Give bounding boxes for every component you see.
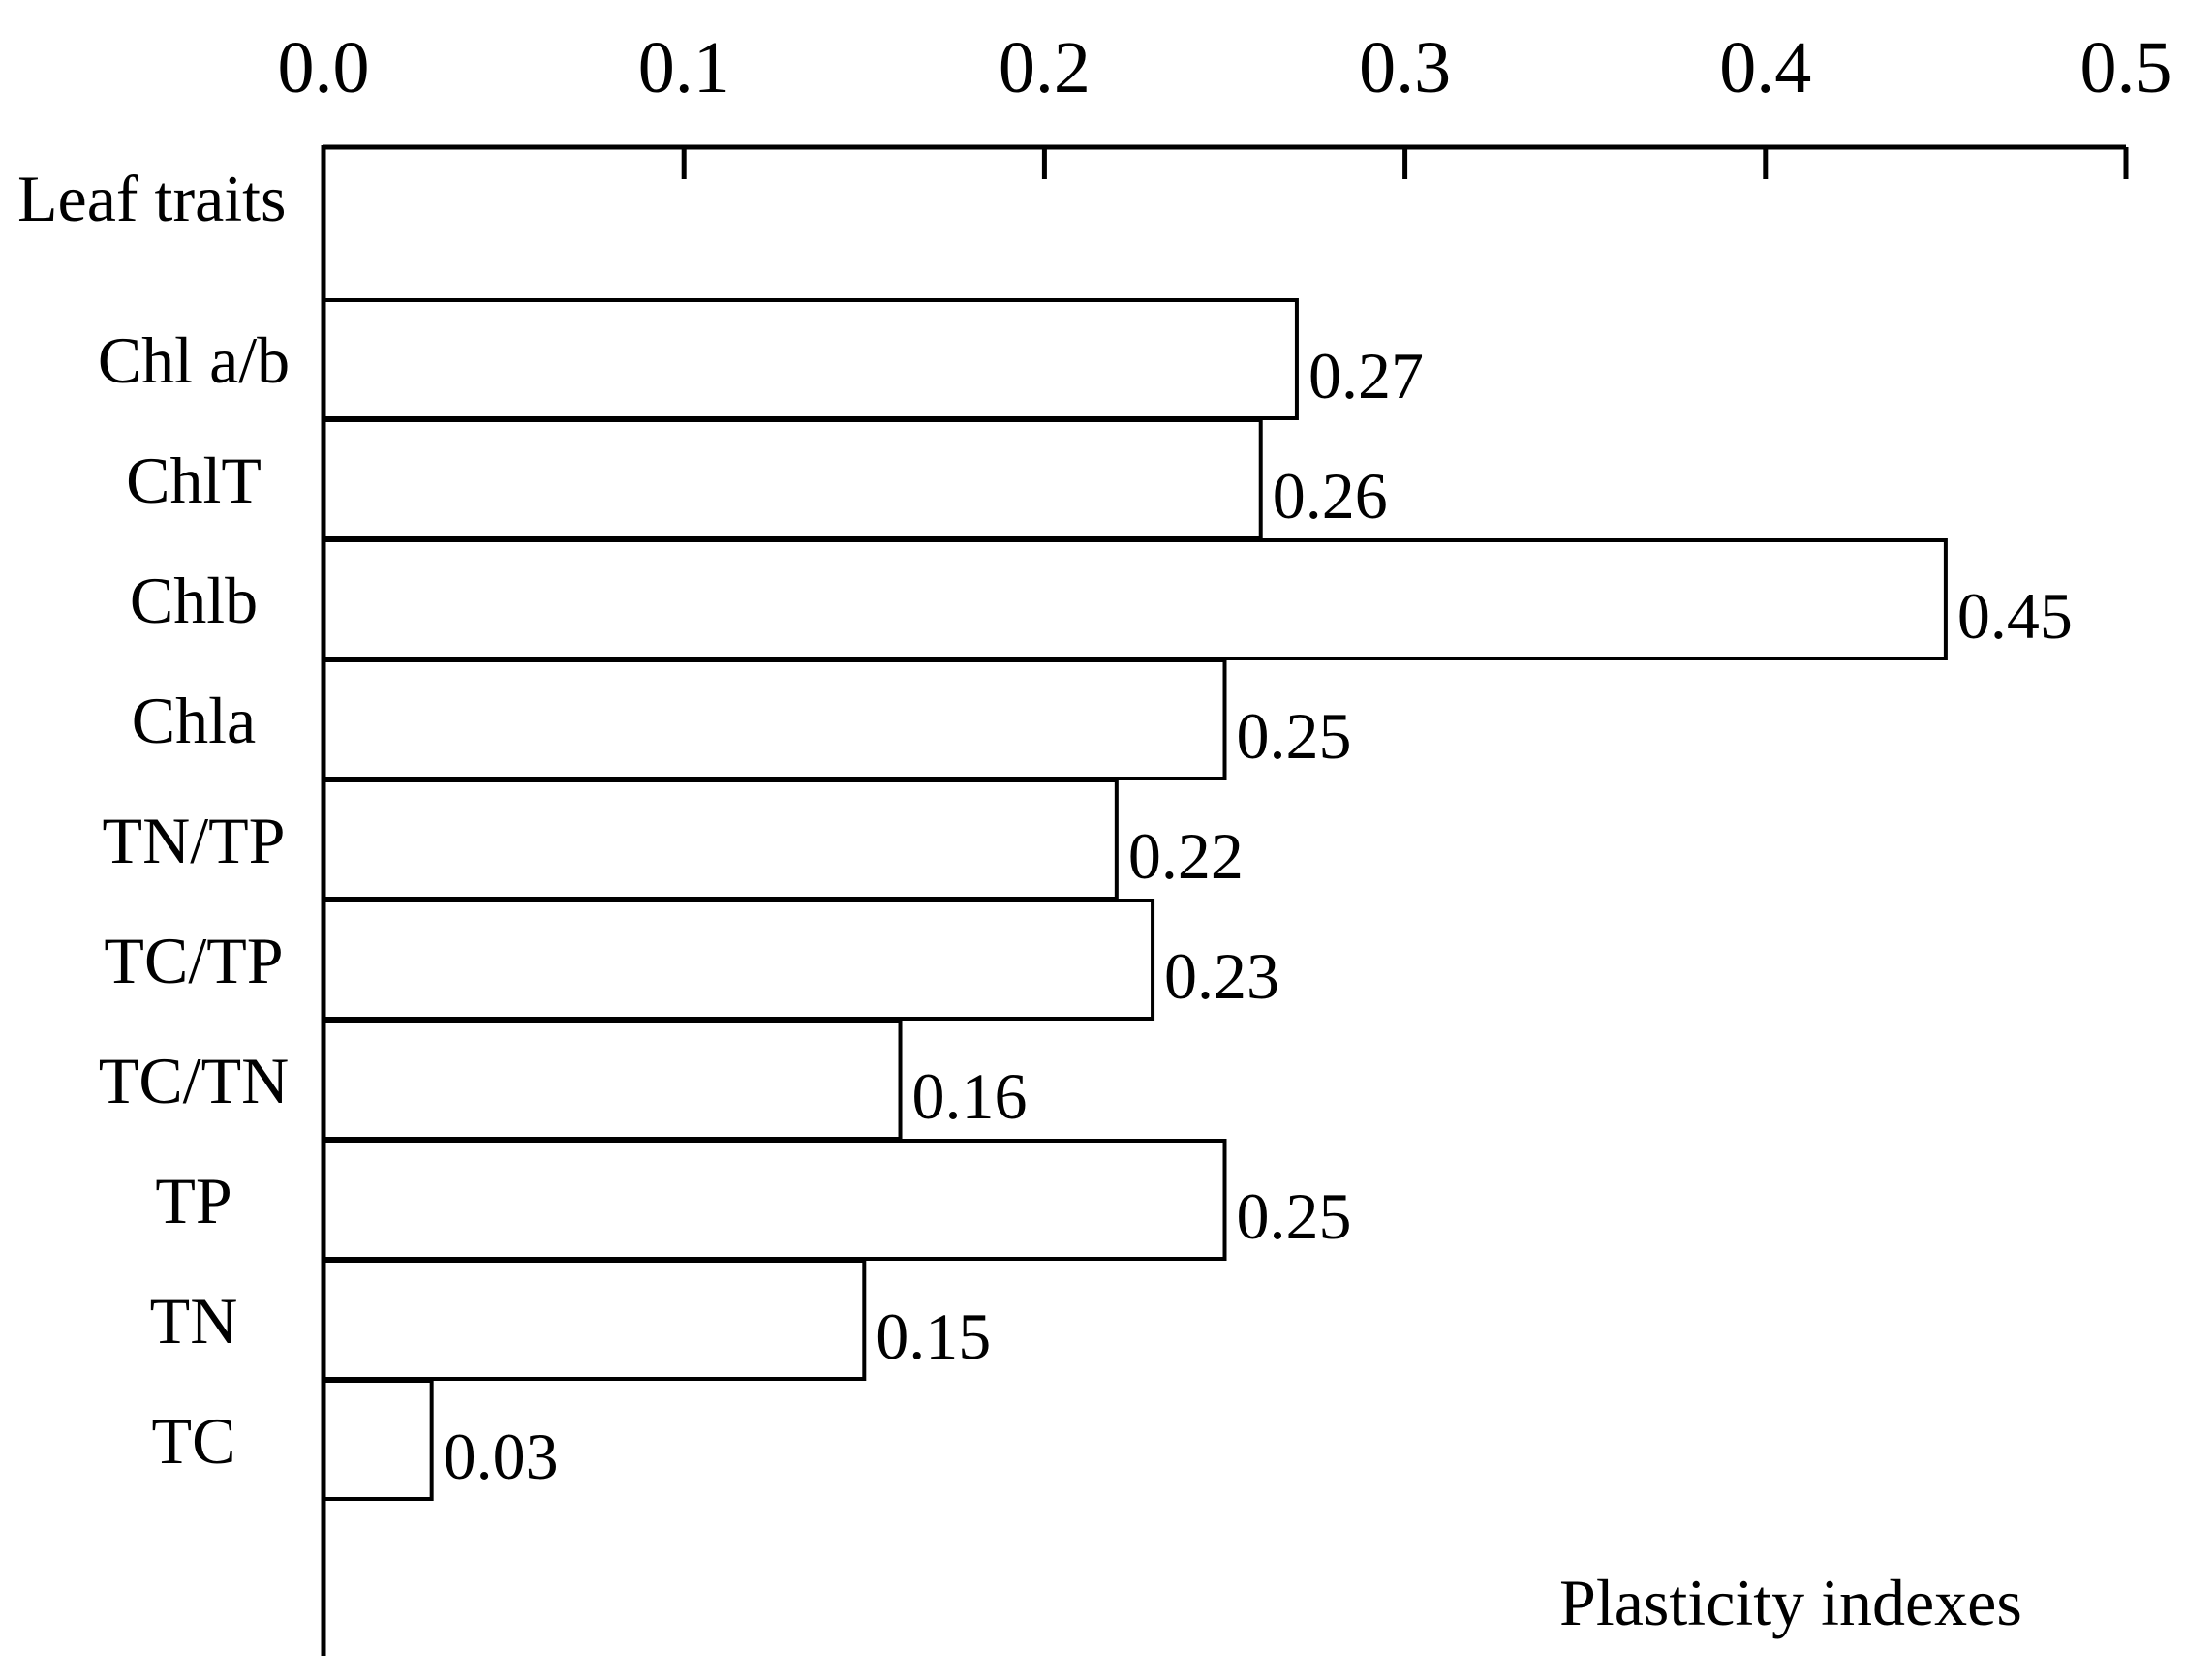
bar [322,899,1155,1021]
bar [322,779,1119,901]
value-label: 0.23 [1164,939,1279,1013]
value-label: 0.03 [444,1420,559,1493]
x-tick-label: 0.2 [999,27,1091,108]
x-tick-label: 0.4 [1719,27,1811,108]
value-label: 0.25 [1237,1179,1352,1253]
bar [322,1019,903,1141]
y-axis-title: Leaf traits [17,162,287,235]
category-label: ChlT [126,443,262,517]
value-label: 0.27 [1308,339,1424,412]
bar [322,1379,434,1501]
category-label: TN [150,1284,238,1358]
value-label: 0.45 [1957,579,2073,653]
value-label: 0.22 [1128,819,1244,893]
bar [322,298,1299,420]
category-label: TC/TN [99,1044,289,1117]
x-axis-ticks: 0.0 0.1 0.2 0.3 0.4 0.5 [278,27,2172,179]
bar [322,1259,867,1381]
value-label: 0.25 [1237,699,1352,773]
x-tick-label: 0.5 [2080,27,2172,108]
category-label: Chlb [130,564,258,637]
category-label: TC [152,1404,236,1478]
category-label: Chl a/b [98,323,290,397]
x-tick-label: 0.3 [1359,27,1451,108]
category-label: TN/TP [103,804,286,877]
axes [321,144,2126,1656]
bar [322,1139,1227,1261]
bar [322,658,1227,780]
bar [322,418,1263,540]
category-label: TP [155,1164,231,1237]
x-tick-label: 0.0 [278,27,370,108]
value-label: 0.15 [876,1299,991,1373]
value-label: 0.16 [912,1059,1028,1133]
bar [322,538,1948,660]
x-tick-label: 0.1 [638,27,730,108]
value-label: 0.26 [1273,459,1388,533]
bars: Chl a/b 0.27 ChlT 0.26 Chlb 0.45 Chla 0.25 TN/TP… [98,298,2073,1501]
category-label: Chla [132,684,256,757]
x-axis-title: Plasticity indexes [1559,1566,2022,1639]
category-label: TC/TP [104,924,283,997]
